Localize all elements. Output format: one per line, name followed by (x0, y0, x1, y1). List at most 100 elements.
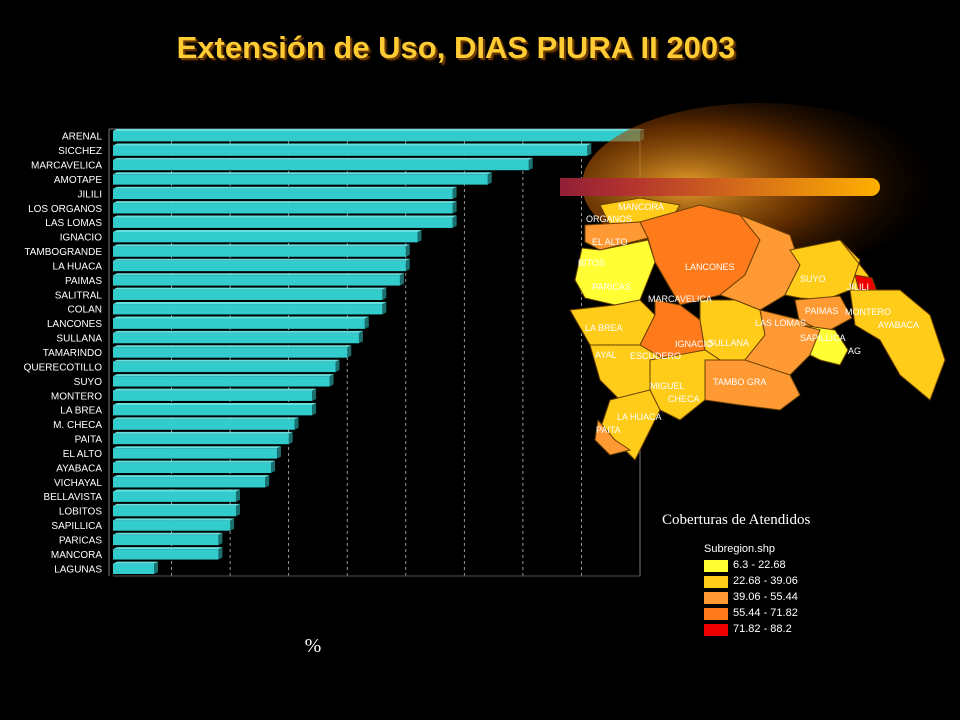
bar (113, 186, 457, 200)
category-label: LA HUACA (53, 261, 103, 272)
legend-swatch (704, 560, 728, 572)
legend-swatch (704, 592, 728, 604)
map-label: ESCUDERO (630, 351, 681, 361)
category-label: MANCORA (51, 550, 102, 561)
bar (113, 446, 281, 459)
map-label: PAIMAS (805, 306, 838, 316)
bar (113, 201, 457, 214)
bar-fill (113, 347, 348, 358)
map-label: MANCORA (618, 202, 664, 212)
category-label: BELLAVISTA (43, 492, 102, 503)
bar-fill (113, 448, 277, 459)
bar (113, 330, 363, 344)
bar-fill (113, 563, 154, 574)
x-axis-label: % (304, 635, 322, 657)
map-label: LA BREA (585, 323, 623, 333)
bar-chart: ARENAL SICCHEZ MARCAVELICA AMOTAPE JILILI LOS… (24, 128, 644, 577)
highlight-beam (560, 178, 880, 196)
bar (113, 460, 276, 474)
bar (113, 547, 223, 560)
map-label: AG (848, 346, 861, 356)
bar (113, 258, 410, 272)
map-label: SULLANA (708, 338, 749, 348)
map-label: MONTERO (845, 307, 891, 317)
category-label: SALITRAL (55, 290, 103, 301)
category-label: LOS ORGANOS (28, 204, 102, 215)
bar (113, 518, 235, 531)
category-label: LOBITOS (59, 507, 102, 518)
map-label: CHECA (668, 394, 700, 404)
map-label: SAPILLICA (800, 333, 846, 343)
map-label: LA HUACA (617, 412, 662, 422)
map-label: TAMBO GRA (713, 377, 766, 387)
bar (113, 402, 317, 416)
bar-fill (113, 275, 400, 286)
legend-label: 39.06 - 55.44 (733, 591, 798, 603)
bar-fill (113, 289, 383, 301)
bar (113, 316, 369, 329)
bar (113, 561, 158, 574)
category-label: COLAN (68, 305, 102, 316)
bar (113, 374, 334, 387)
bar-fill (113, 188, 453, 200)
bar-fill (113, 260, 406, 272)
category-label: TAMBOGRANDE (24, 247, 102, 258)
bar-fill (113, 318, 365, 329)
bar-fill (113, 462, 272, 474)
bar-fill (113, 376, 330, 387)
bar-fill (113, 361, 336, 373)
bar (113, 417, 299, 430)
bar (113, 244, 410, 257)
category-label: QUERECOTILLO (24, 362, 103, 373)
legend-label: 71.82 - 88.2 (733, 623, 792, 635)
category-label: LA BREA (60, 406, 102, 417)
category-label: AYABACA (56, 463, 102, 474)
legend-swatch (704, 624, 728, 636)
bar-fill (113, 332, 359, 344)
bar (113, 345, 352, 358)
map-label: SUYO (800, 274, 826, 284)
bar-fill (113, 520, 231, 531)
bar-fill (113, 433, 289, 445)
category-label: MARCAVELICA (31, 161, 102, 172)
bar-fill (113, 174, 488, 185)
category-label: IGNACIO (60, 233, 102, 244)
map-label: LANCONES (685, 262, 735, 272)
bar-fill (113, 217, 453, 228)
bar (113, 215, 457, 228)
bar-fill (113, 231, 418, 243)
bar-fill (113, 304, 383, 315)
map-label: PAITA (596, 425, 621, 435)
bar-fill (113, 131, 640, 142)
category-label: SICCHEZ (58, 146, 102, 157)
bar-fill (113, 203, 453, 214)
bar-fill (113, 534, 219, 546)
category-label: JILILI (78, 189, 102, 200)
category-label: LANCONES (47, 319, 102, 330)
bar (113, 273, 404, 286)
bar-series (113, 129, 644, 574)
category-label: PARICAS (59, 535, 102, 546)
bar-fill (113, 505, 236, 517)
category-label: EL ALTO (63, 449, 103, 460)
bar-fill (113, 390, 313, 401)
map-label: EL ALTO (592, 237, 627, 247)
bar-fill (113, 477, 266, 488)
bar-fill (113, 491, 236, 502)
bar-fill (113, 145, 588, 156)
legend-swatch (704, 576, 728, 588)
category-label: PAIMAS (65, 276, 102, 287)
bar (113, 229, 422, 243)
category-label: M. CHECA (53, 420, 102, 431)
bar (113, 287, 387, 301)
bar (113, 475, 270, 488)
legend-layer-name: Subregion.shp (704, 543, 775, 555)
bar (113, 157, 533, 171)
bar (113, 302, 387, 315)
chart-title: Extensión de Uso, DIAS PIURA II 2003 (176, 30, 736, 65)
bar (113, 489, 240, 502)
district-shapes (569, 197, 946, 461)
legend-label: 22.68 - 39.06 (733, 575, 798, 587)
category-label: SAPILLICA (51, 521, 102, 532)
map-label: PARICAS (592, 282, 631, 292)
